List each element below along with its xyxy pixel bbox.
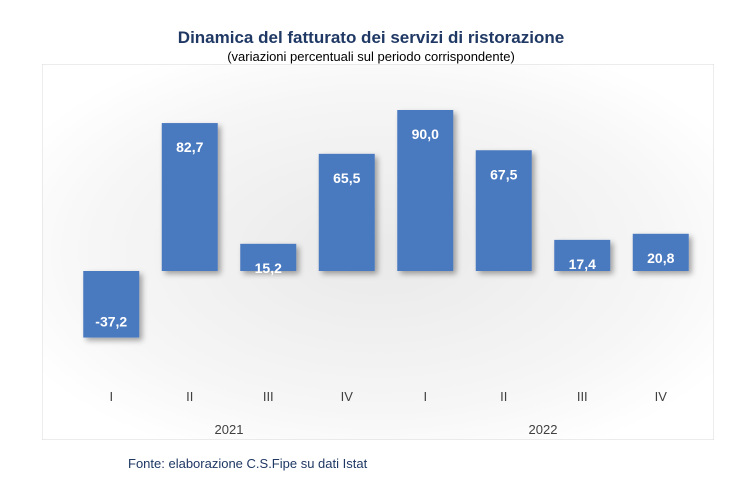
x-group-labels-layer: 2021 2022 bbox=[215, 422, 558, 437]
chart-subtitle: (variazioni percentuali sul periodo corr… bbox=[227, 49, 515, 64]
bar-value-label: 82,7 bbox=[176, 139, 203, 155]
x-tick-label: I bbox=[423, 389, 427, 404]
bar bbox=[161, 123, 218, 271]
bar-value-label: 65,5 bbox=[333, 170, 360, 186]
bar-value-label: 67,5 bbox=[490, 166, 517, 182]
bar bbox=[632, 233, 689, 271]
bar-value-label: -37,2 bbox=[95, 314, 127, 330]
chart-title: Dinamica del fatturato dei servizi di ri… bbox=[177, 28, 565, 47]
x-tick-label: II bbox=[500, 389, 507, 404]
source-note: Fonte: elaborazione C.S.Fipe su dati Ist… bbox=[128, 456, 368, 471]
bars-layer bbox=[83, 110, 689, 338]
bar bbox=[240, 243, 297, 271]
bar-value-label: 20,8 bbox=[647, 250, 674, 266]
x-tick-label: III bbox=[263, 389, 274, 404]
bar bbox=[83, 271, 140, 338]
x-tick-label: I bbox=[109, 389, 113, 404]
bar-value-label: 15,2 bbox=[255, 260, 282, 276]
x-tick-label: II bbox=[186, 389, 193, 404]
plot-background bbox=[42, 64, 714, 440]
bar-labels-layer: -37,2 82,7 15,2 65,5 90,0 67,5 17,4 20,8 bbox=[95, 126, 674, 330]
bar-value-label: 17,4 bbox=[569, 256, 596, 272]
x-tick-label: IV bbox=[341, 389, 354, 404]
x-group-label: 2022 bbox=[529, 422, 558, 437]
x-tick-labels-layer: I II III IV I II III IV bbox=[109, 389, 667, 404]
bar bbox=[554, 239, 611, 271]
chart-area: -37,282,715,265,590,067,517,4 20,8 I II III… bbox=[42, 64, 714, 440]
bar bbox=[318, 153, 375, 271]
bar bbox=[397, 110, 454, 271]
x-tick-label: III bbox=[577, 389, 588, 404]
bar bbox=[475, 150, 532, 271]
bar-value-label: 90,0 bbox=[412, 126, 439, 142]
x-group-label: 2021 bbox=[215, 422, 244, 437]
x-tick-label: IV bbox=[655, 389, 668, 404]
